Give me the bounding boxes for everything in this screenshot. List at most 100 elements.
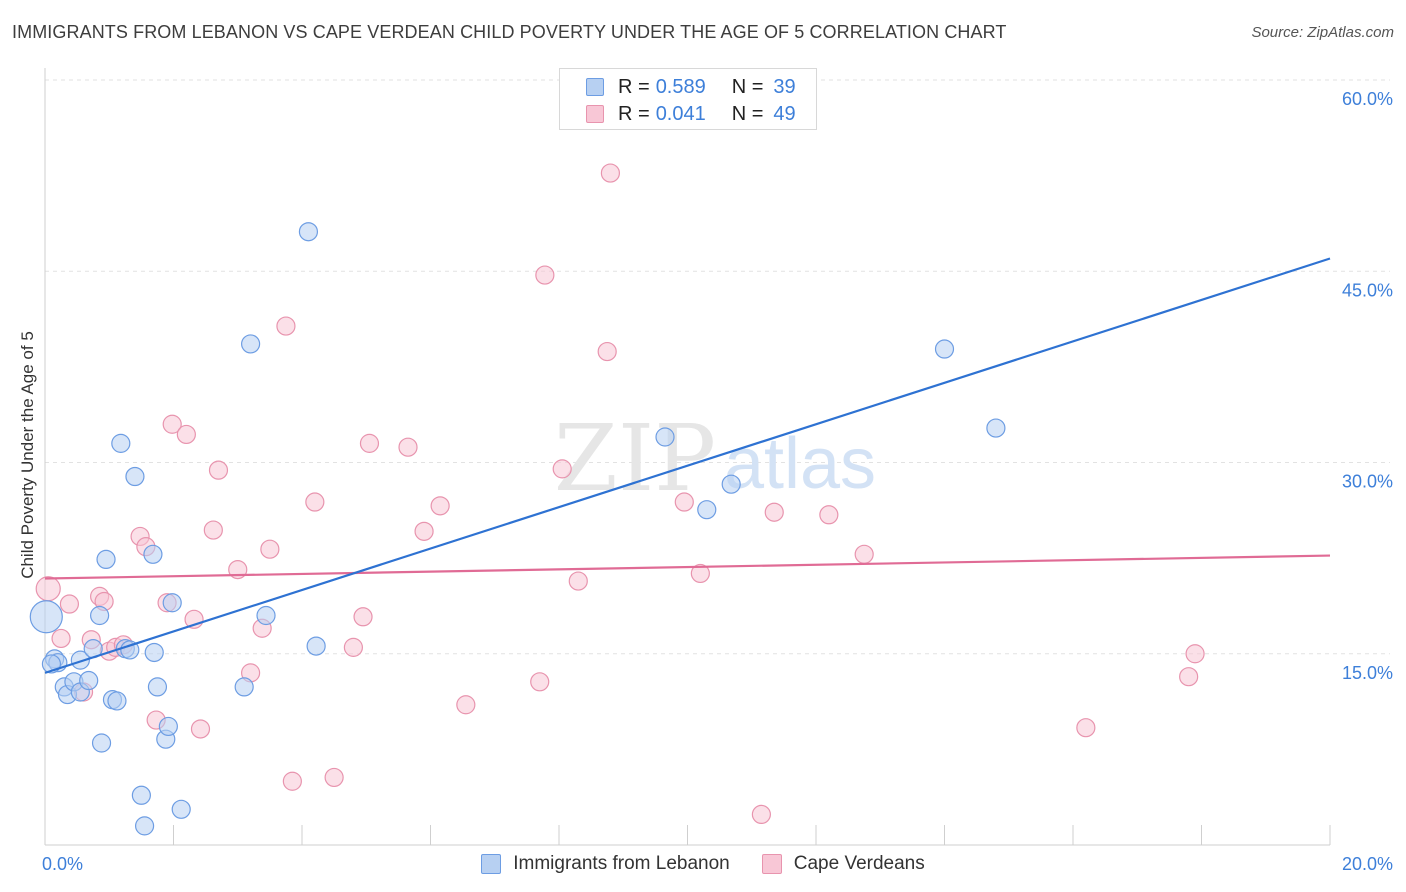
data-point	[353, 607, 373, 627]
legend-swatch-blue	[481, 854, 502, 874]
legend-swatch-blue	[586, 78, 604, 96]
data-point	[208, 460, 229, 480]
data-point	[162, 414, 182, 434]
y-tick-label: 30.0%	[1342, 472, 1393, 492]
watermark-zip: ZIP	[554, 405, 716, 512]
data-point	[986, 418, 1006, 438]
legend-item-cape-verdeans[interactable]: Cape Verdeans	[761, 853, 925, 875]
data-point	[162, 593, 182, 613]
data-point	[35, 576, 61, 602]
data-point	[59, 594, 80, 614]
data-point	[398, 437, 418, 457]
data-point	[234, 677, 254, 697]
data-point	[29, 600, 63, 634]
r-label: R =	[618, 75, 650, 98]
data-point	[721, 474, 741, 494]
data-point	[70, 650, 90, 670]
data-point	[751, 804, 771, 825]
data-point	[674, 492, 694, 512]
legend-label: Immigrants from Lebanon	[513, 853, 730, 874]
y-axis-label: Child Poverty Under the Age of 5	[18, 331, 37, 579]
data-point	[456, 695, 476, 715]
data-point	[359, 433, 380, 453]
data-point	[764, 502, 784, 522]
data-point	[96, 549, 116, 570]
data-point	[91, 733, 112, 753]
x-tick-marks	[44, 825, 1331, 845]
data-point	[171, 799, 191, 819]
trend-line-lebanon	[44, 257, 1331, 674]
data-point	[203, 520, 223, 540]
data-point	[597, 341, 617, 362]
data-point	[1076, 718, 1096, 738]
x-tick-label: 0.0%	[42, 854, 83, 874]
x-tick-labels: 0.0% 20.0%	[42, 854, 1393, 874]
data-point	[1179, 667, 1199, 687]
data-point	[324, 767, 344, 788]
data-point	[241, 334, 261, 354]
data-point	[158, 716, 178, 737]
r-value: 0.589	[655, 75, 706, 98]
data-point	[282, 771, 302, 791]
r-value: 0.041	[655, 102, 706, 125]
data-point	[655, 427, 675, 447]
legend-row-lebanon: R = 0.589 N = 39	[586, 74, 796, 100]
data-point	[306, 636, 326, 656]
series-legend: Immigrants from Lebanon Cape Verdeans	[0, 850, 1406, 878]
data-point	[430, 496, 450, 516]
trend-lines	[44, 257, 1331, 674]
legend-swatch-pink	[586, 105, 604, 123]
data-point	[190, 719, 211, 739]
data-point	[343, 637, 363, 657]
n-label: N =	[731, 75, 764, 98]
x-tick-label: 20.0%	[1342, 854, 1393, 874]
data-point	[276, 316, 296, 336]
n-value: 39	[773, 75, 796, 98]
watermark-atlas: atlas	[724, 424, 876, 504]
legend-row-cape-verdeans: R = 0.041 N = 49	[586, 101, 796, 127]
data-point	[120, 640, 140, 660]
trend-line-cape-verdeans	[44, 554, 1331, 580]
data-point	[143, 544, 163, 564]
data-point	[530, 672, 550, 692]
chart-title: IMMIGRANTS FROM LEBANON VS CAPE VERDEAN …	[12, 22, 1007, 42]
data-point	[144, 642, 164, 663]
y-tick-labels: 15.0% 30.0% 45.0% 60.0%	[1342, 89, 1393, 683]
data-point	[125, 466, 145, 487]
data-point	[260, 539, 280, 559]
data-point	[568, 571, 588, 591]
data-point	[934, 339, 955, 359]
data-point	[256, 605, 276, 626]
y-tick-label: 60.0%	[1342, 89, 1393, 109]
series-lebanon	[29, 222, 1006, 836]
data-point	[107, 691, 127, 711]
legend-swatch-pink	[761, 854, 782, 874]
y-tick-label: 45.0%	[1342, 280, 1393, 300]
source-credit[interactable]: Source: ZipAtlas.com	[1251, 24, 1394, 41]
data-point	[111, 433, 131, 453]
n-value: 49	[773, 102, 796, 125]
data-point	[305, 492, 325, 512]
correlation-legend: R = 0.589 N = 39 R = 0.041 N = 49	[559, 68, 817, 130]
data-point	[1185, 644, 1205, 664]
data-point	[600, 163, 621, 183]
data-point	[51, 628, 71, 649]
data-point	[79, 670, 99, 691]
data-point	[134, 816, 155, 836]
data-point	[298, 222, 319, 242]
data-point	[552, 459, 572, 479]
r-label: R =	[618, 102, 650, 125]
data-point	[90, 605, 110, 626]
data-point	[819, 505, 839, 525]
data-point	[535, 265, 555, 285]
data-point	[176, 424, 196, 445]
data-point	[854, 544, 874, 564]
data-point	[131, 785, 151, 805]
data-point	[690, 563, 710, 584]
data-point	[697, 500, 717, 520]
y-tick-label: 15.0%	[1342, 663, 1393, 683]
data-point	[414, 521, 434, 541]
n-label: N =	[731, 102, 764, 125]
legend-item-lebanon[interactable]: Immigrants from Lebanon	[481, 853, 730, 875]
